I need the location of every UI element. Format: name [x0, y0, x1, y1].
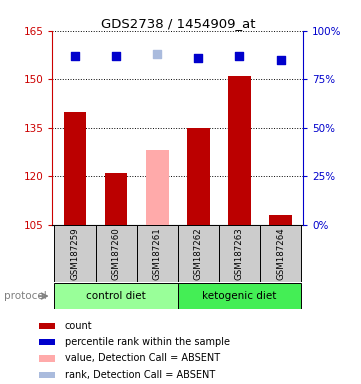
Point — [72, 53, 78, 59]
Bar — [39, 372, 55, 378]
Text: GSM187264: GSM187264 — [276, 227, 285, 280]
Text: control diet: control diet — [86, 291, 146, 301]
Text: GSM187260: GSM187260 — [112, 227, 121, 280]
Bar — [105, 173, 127, 225]
Bar — [137, 225, 178, 282]
Bar — [55, 225, 96, 282]
Point — [195, 55, 201, 61]
Text: rank, Detection Call = ABSENT: rank, Detection Call = ABSENT — [65, 370, 215, 380]
Bar — [96, 225, 137, 282]
Text: GSM187261: GSM187261 — [153, 227, 162, 280]
Text: GSM187262: GSM187262 — [194, 227, 203, 280]
Point — [113, 53, 119, 59]
Bar — [178, 225, 219, 282]
Text: protocol: protocol — [4, 291, 46, 301]
Text: count: count — [65, 321, 92, 331]
Bar — [187, 128, 210, 225]
Title: GDS2738 / 1454909_at: GDS2738 / 1454909_at — [101, 17, 255, 30]
Text: GSM187259: GSM187259 — [70, 227, 79, 280]
Text: ketogenic diet: ketogenic diet — [202, 291, 277, 301]
Text: value, Detection Call = ABSENT: value, Detection Call = ABSENT — [65, 353, 220, 363]
Text: percentile rank within the sample: percentile rank within the sample — [65, 337, 230, 347]
Bar — [39, 339, 55, 345]
Bar — [219, 225, 260, 282]
Point — [236, 53, 242, 59]
Point — [278, 57, 283, 63]
Bar — [178, 283, 301, 309]
Bar — [146, 150, 169, 225]
Bar — [228, 76, 251, 225]
Bar — [260, 225, 301, 282]
Bar — [55, 283, 178, 309]
Point — [155, 51, 160, 57]
Bar — [39, 323, 55, 329]
Bar — [64, 111, 86, 225]
Bar — [39, 355, 55, 362]
Text: GSM187263: GSM187263 — [235, 227, 244, 280]
Bar — [269, 215, 292, 225]
